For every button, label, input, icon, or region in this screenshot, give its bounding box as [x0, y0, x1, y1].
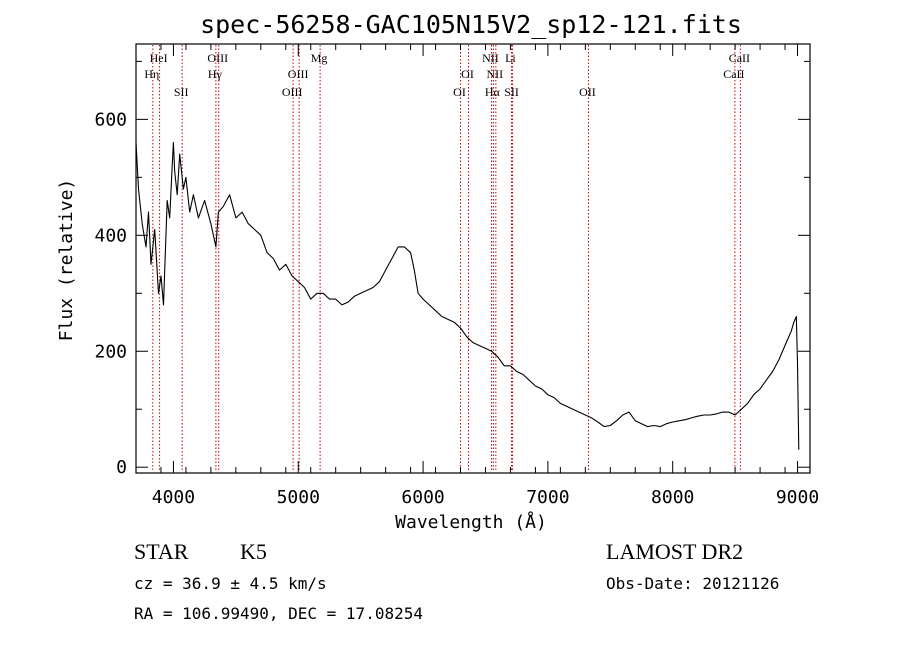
plot-frame — [135, 43, 811, 474]
x-tick-label-3: 7000 — [526, 487, 569, 508]
spectrum-line — [136, 142, 800, 450]
x-tick-label-0: 4000 — [152, 487, 195, 508]
x-tick-label-5: 9000 — [776, 487, 819, 508]
line-label-1: Hη — [144, 67, 159, 81]
line-label-14: SII — [504, 85, 519, 99]
line-label-7: Mg — [311, 51, 328, 65]
line-label-6: OIII — [282, 85, 303, 99]
y-tick-label-2: 400 — [94, 225, 127, 246]
line-label-13: Hα — [485, 85, 501, 99]
obs-date: Obs-Date: 20121126 — [606, 574, 780, 593]
subclass: K5 — [240, 539, 267, 564]
redshift-text: cz = 36.9 ± 4.5 km/s — [134, 574, 327, 593]
line-label-16: CaII — [729, 51, 750, 65]
y-tick-label-3: 600 — [94, 109, 127, 130]
chart-title: spec-56258-GAC105N15V2_sp12-121.fits — [200, 10, 742, 39]
x-tick-label-4: 8000 — [651, 487, 694, 508]
x-tick-label-1: 5000 — [277, 487, 320, 508]
line-label-10: NII — [482, 51, 499, 65]
y-tick-label-1: 200 — [94, 341, 127, 362]
line-label-9: OI — [453, 85, 466, 99]
line-label-12: NII — [487, 67, 504, 81]
object-class: STAR — [134, 539, 189, 564]
y-axis-label: Flux (relative) — [56, 179, 77, 342]
survey-label: LAMOST DR2 — [606, 539, 744, 564]
x-tick-label-2: 6000 — [401, 487, 444, 508]
line-label-0: HeI — [150, 51, 168, 65]
line-label-11: Li — [505, 51, 516, 65]
line-label-15: OII — [579, 85, 596, 99]
spectrum-series — [136, 142, 800, 450]
line-label-4: Hγ — [208, 67, 223, 81]
x-axis-label: Wavelength (Å) — [395, 511, 547, 533]
line-label-2: SII — [174, 85, 189, 99]
line-label-17: CaII — [723, 67, 744, 81]
line-label-8: OI — [461, 67, 474, 81]
line-label-5: OIII — [288, 67, 309, 81]
y-tick-label-0: 0 — [116, 457, 127, 478]
line-label-3: OIII — [207, 51, 228, 65]
axis-ticks: 4000 5000 6000 7000 8000 9000 0 200 400 600 — [94, 44, 819, 508]
coordinates: RA = 106.99490, DEC = 17.08254 — [134, 604, 423, 623]
